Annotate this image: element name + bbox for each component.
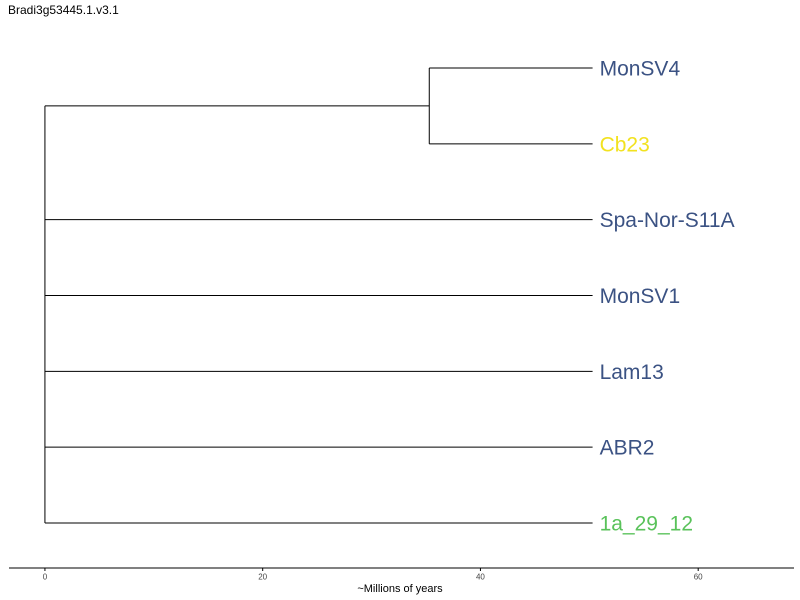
tree-title: Bradi3g53445.1.v3.1 [8, 3, 119, 17]
leaf-label: Spa-Nor-S11A [600, 209, 735, 232]
x-tick-label: 20 [258, 573, 267, 582]
leaf-label: Cb23 [600, 133, 650, 156]
x-tick-label: 60 [694, 573, 703, 582]
leaf-label: Lam13 [600, 361, 664, 384]
leaf-label: MonSV1 [600, 285, 681, 308]
leaf-label: MonSV4 [600, 58, 681, 81]
x-tick-label: 0 [43, 573, 48, 582]
x-axis-label: ~Millions of years [357, 583, 443, 595]
leaf-label: ABR2 [600, 437, 655, 460]
leaf-label: 1a_29_12 [600, 512, 693, 535]
x-tick-label: 40 [476, 573, 485, 582]
